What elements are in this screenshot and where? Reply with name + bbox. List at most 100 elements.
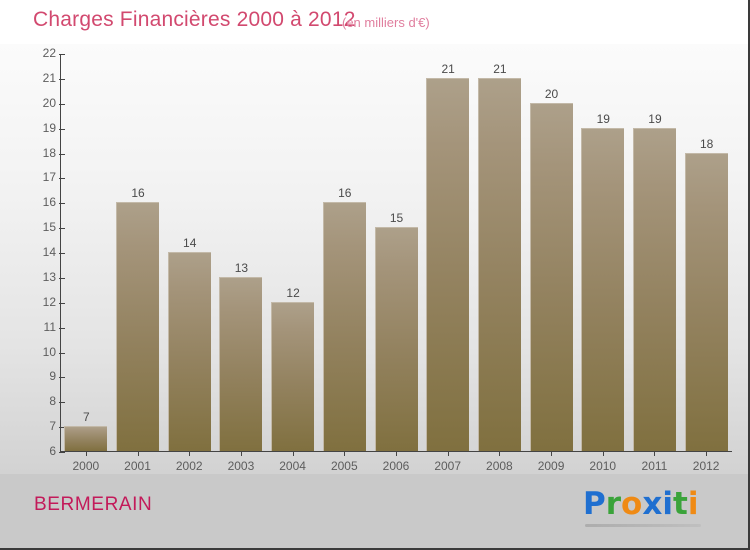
proxiti-logo-letter: P xyxy=(583,486,606,522)
bar[interactable]: 15 xyxy=(374,211,418,451)
bar-slot: 18 2012 xyxy=(684,54,728,473)
x-axis-tick-label: 2005 xyxy=(330,459,358,473)
bar-value-label: 16 xyxy=(131,186,145,201)
x-axis-tick-label: 2004 xyxy=(279,459,306,473)
x-axis-tick-mark xyxy=(292,451,294,456)
y-axis-tick-label: 7 xyxy=(49,419,56,434)
bar[interactable]: 7 xyxy=(64,410,108,451)
proxiti-logo-underline xyxy=(585,524,701,527)
bar-slot: 19 2010 xyxy=(581,54,625,473)
bar-value-label: 12 xyxy=(286,285,300,300)
x-axis-tick-label: 2006 xyxy=(382,459,410,473)
bar-value-label: 13 xyxy=(234,260,249,275)
y-axis-tick-mark xyxy=(59,327,65,329)
bar[interactable]: 20 xyxy=(529,87,573,451)
chart-footer: BERMERAIN Proxiti xyxy=(0,474,748,548)
bar[interactable]: 13 xyxy=(219,261,263,451)
y-axis-tick-label: 15 xyxy=(42,220,56,235)
y-axis-tick-mark xyxy=(59,54,65,55)
x-axis-tick-label: 2010 xyxy=(589,459,617,473)
bar-value-label: 19 xyxy=(648,111,662,126)
x-axis-tick-label: 2012 xyxy=(692,459,720,473)
bar-value-label: 18 xyxy=(699,136,714,151)
bar-value-label: 21 xyxy=(493,61,507,76)
x-axis-tick-mark xyxy=(344,451,346,456)
x-axis-tick-label: 2001 xyxy=(124,459,151,473)
bar-slot: 16 2001 xyxy=(116,54,160,473)
bar-slot: 21 2007 xyxy=(426,54,470,473)
y-axis-tick-mark xyxy=(59,352,65,354)
bar[interactable]: 12 xyxy=(271,286,315,451)
bar-slot: 21 2008 xyxy=(477,54,521,473)
y-axis-tick-mark xyxy=(59,452,65,453)
y-axis-tick-label: 9 xyxy=(49,369,56,384)
chart-title: Charges Financières 2000 à 2012 xyxy=(33,8,356,31)
x-axis-tick-mark xyxy=(189,451,191,456)
bar-slot: 13 2003 xyxy=(219,54,263,473)
y-axis-tick-label: 10 xyxy=(42,344,56,359)
y-axis-tick-mark xyxy=(59,228,65,230)
y-axis-tick-label: 19 xyxy=(42,120,56,135)
bar[interactable]: 16 xyxy=(322,186,366,451)
y-axis-tick-mark xyxy=(59,153,65,155)
bar[interactable]: 14 xyxy=(167,236,211,451)
y-axis-tick-label: 6 xyxy=(49,444,56,458)
bar[interactable]: 21 xyxy=(477,62,521,451)
bar-slot: 7 2000 xyxy=(64,54,108,473)
y-axis-tick-mark xyxy=(59,178,65,180)
bar-slot: 12 2004 xyxy=(271,54,315,473)
y-axis-tick-label: 11 xyxy=(43,319,56,334)
bar-slot: 20 2009 xyxy=(529,54,573,473)
bar-value-label: 15 xyxy=(389,211,404,226)
x-axis-tick-label: 2007 xyxy=(434,459,462,473)
y-axis-tick-mark xyxy=(59,377,65,379)
bar[interactable]: 16 xyxy=(116,186,160,451)
y-axis-tick-label: 8 xyxy=(49,394,56,409)
y-axis-tick-label: 21 xyxy=(42,70,56,85)
y-axis-tick-mark xyxy=(59,203,65,205)
y-axis-tick-label: 13 xyxy=(42,269,56,284)
bar-value-label: 7 xyxy=(83,410,90,425)
x-axis-tick-label: 2011 xyxy=(641,459,668,473)
bar[interactable]: 19 xyxy=(581,112,625,451)
bar[interactable]: 19 xyxy=(632,112,676,451)
bar[interactable]: 18 xyxy=(684,137,728,451)
y-axis-tick-mark xyxy=(59,103,65,105)
y-axis-tick-mark xyxy=(59,253,65,254)
bar-value-label: 20 xyxy=(544,86,559,101)
x-axis-tick-mark xyxy=(396,451,397,456)
place-name: BERMERAIN xyxy=(34,494,153,515)
x-axis-tick-label: 2003 xyxy=(227,459,255,473)
x-axis-tick-label: 2008 xyxy=(486,459,513,473)
x-axis-tick-mark xyxy=(706,451,708,456)
y-axis-tick-mark xyxy=(59,277,65,279)
y-axis-tick-label: 18 xyxy=(42,145,56,160)
chart-subtitle: (en milliers d'€) xyxy=(342,15,430,30)
x-axis-tick-label: 2000 xyxy=(72,459,100,473)
bar-slot: 19 2011 xyxy=(632,54,676,473)
plot-area: 6 7 8 9 10 11 12 13 14 15 16 17 18 19 20 21 22 7 2000 16 20… xyxy=(43,46,732,473)
proxiti-logo-letter: t xyxy=(672,486,688,522)
y-axis-tick-mark xyxy=(59,128,65,130)
x-axis-tick-mark xyxy=(447,451,449,456)
proxiti-logo-letter: o xyxy=(621,486,643,522)
proxiti-logo[interactable]: Proxiti xyxy=(583,486,698,522)
y-axis-tick-label: 14 xyxy=(42,245,56,259)
y-axis-tick-mark xyxy=(59,78,65,80)
bar[interactable]: 21 xyxy=(426,62,470,451)
y-axis-tick-mark xyxy=(59,402,65,404)
x-axis-tick-mark xyxy=(499,451,501,456)
bar-value-label: 19 xyxy=(596,111,610,126)
bar-slot: 15 2006 xyxy=(374,54,418,473)
y-axis-tick-mark xyxy=(59,427,65,429)
proxiti-logo-letter: i xyxy=(687,486,699,522)
x-axis-tick-mark xyxy=(551,451,553,456)
y-axis-tick-label: 20 xyxy=(42,95,56,110)
bar-value-label: 14 xyxy=(183,236,197,250)
bar-value-label: 21 xyxy=(441,61,455,76)
y-axis-tick-label: 16 xyxy=(42,195,56,210)
proxiti-logo-letter: i xyxy=(662,486,673,522)
x-axis-tick-mark xyxy=(602,451,604,456)
x-axis-tick-mark xyxy=(240,451,242,456)
